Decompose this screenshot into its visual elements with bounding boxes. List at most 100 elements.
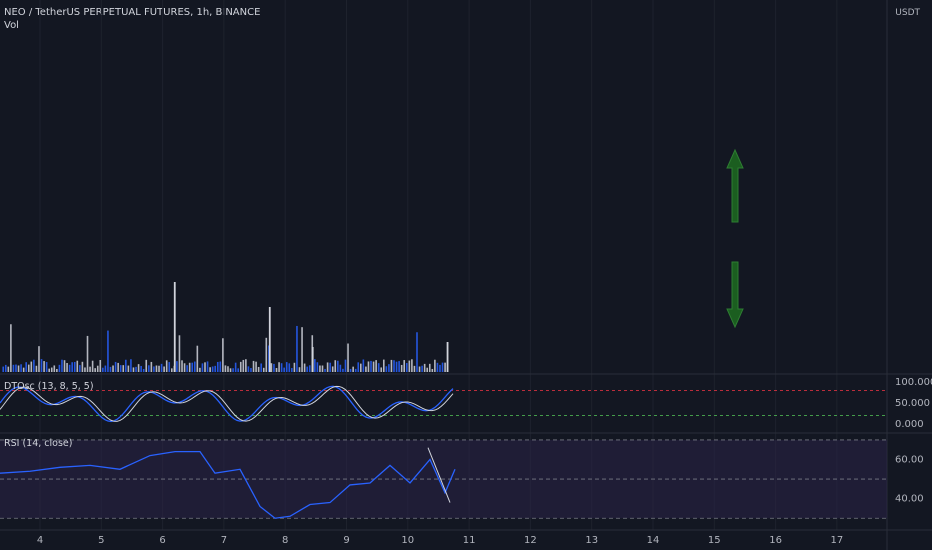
- volume-bar: [291, 368, 293, 372]
- volume-bar: [109, 366, 112, 372]
- volume-bar: [199, 367, 201, 372]
- volume-bar: [112, 365, 114, 372]
- volume-bar: [337, 360, 339, 372]
- volume-bar: [30, 361, 33, 372]
- volume-bar: [222, 338, 224, 372]
- volume-bar: [260, 363, 262, 372]
- volume-bar: [86, 335, 89, 372]
- time-tick: 16: [769, 535, 782, 546]
- volume-bar: [349, 368, 352, 372]
- volume-spike: [311, 347, 314, 372]
- volume-bar: [89, 366, 91, 372]
- volume-bar: [239, 361, 242, 372]
- volume-bar: [183, 363, 186, 372]
- volume-bar: [245, 359, 247, 372]
- dtosc-tick: 100.000: [895, 377, 932, 388]
- volume-bar: [385, 366, 388, 372]
- currency-label: USDT: [895, 8, 920, 18]
- volume-bar: [382, 359, 385, 372]
- time-tick: 15: [708, 535, 721, 546]
- volume-bar: [27, 364, 30, 372]
- volume-bar: [280, 363, 283, 372]
- volume-bar: [224, 365, 227, 372]
- time-tick: 17: [831, 535, 844, 546]
- time-tick: 12: [524, 535, 537, 546]
- time-tick: 10: [401, 535, 414, 546]
- volume-bar: [298, 367, 301, 372]
- volume-bar: [163, 366, 165, 372]
- volume-bar: [211, 366, 214, 372]
- volume-bar: [234, 362, 237, 372]
- volume-bar: [53, 365, 56, 372]
- volume-bar: [314, 359, 316, 372]
- volume-bar: [25, 362, 28, 372]
- volume-label: Vol: [4, 20, 19, 31]
- volume-bar: [168, 362, 171, 372]
- volume-bar: [334, 360, 337, 372]
- volume-bar: [252, 360, 255, 372]
- volume-bar: [99, 359, 102, 372]
- volume-bar: [227, 366, 229, 372]
- green-up-arrow: [726, 148, 744, 223]
- volume-bar: [119, 365, 122, 372]
- volume-bar: [413, 365, 416, 372]
- time-tick: 4: [37, 535, 43, 546]
- volume-bar: [288, 363, 291, 372]
- volume-bar: [242, 359, 245, 372]
- volume-bar: [114, 361, 117, 372]
- rsi-tick: 60.00: [895, 454, 924, 465]
- volume-bar: [181, 360, 183, 372]
- volume-bar: [20, 364, 22, 372]
- volume-bar: [232, 368, 234, 372]
- volume-bar: [107, 330, 109, 372]
- volume-bar: [367, 361, 370, 372]
- volume-bar: [306, 366, 308, 372]
- volume-bar: [408, 360, 411, 372]
- volume-bar: [206, 361, 209, 372]
- volume-bar: [403, 360, 406, 372]
- rsi-line: [0, 451, 456, 519]
- volume-bar: [308, 365, 311, 372]
- volume-bar: [135, 366, 137, 372]
- volume-bar: [434, 359, 436, 372]
- volume-bar: [148, 365, 150, 372]
- volume-bar: [2, 366, 5, 372]
- volume-bar: [278, 362, 280, 372]
- volume-bar: [153, 366, 155, 372]
- time-tick: 8: [282, 535, 288, 546]
- volume-bar: [94, 368, 96, 372]
- volume-bar: [375, 360, 377, 372]
- volume-bar: [58, 364, 61, 372]
- volume-bar: [104, 365, 107, 372]
- volume-bar: [142, 368, 145, 372]
- volume-bar: [10, 324, 12, 372]
- volume-bar: [15, 364, 17, 372]
- volume-bar: [219, 361, 222, 372]
- volume-bar: [416, 332, 418, 372]
- volume-bar: [68, 364, 71, 372]
- time-tick: 11: [463, 535, 476, 546]
- time-tick: 9: [343, 535, 349, 546]
- volume-bar: [360, 363, 362, 372]
- volume-bar: [178, 335, 181, 372]
- volume-bar: [38, 346, 40, 372]
- volume-bar: [127, 365, 130, 372]
- rsi-trendline: [427, 447, 451, 503]
- volume-bar: [421, 365, 423, 372]
- volume-spike: [268, 307, 271, 372]
- rsi-pane: RSI (14, close) 60.00 40.00: [0, 438, 924, 519]
- time-axis: 4 5 6 7 8 9 10 11 12 13 14 15 16 17: [37, 535, 843, 546]
- chart-title: NEO / TetherUS PERPETUAL FUTURES, 1h, BI…: [4, 7, 261, 18]
- volume-bar: [191, 362, 194, 372]
- volume-bar: [216, 361, 219, 372]
- volume-bar: [40, 359, 43, 372]
- volume-bar: [22, 367, 25, 372]
- volume-bar: [270, 363, 273, 372]
- time-tick: 5: [98, 535, 104, 546]
- volume-bar: [303, 363, 306, 372]
- dtosc-slow-line: [0, 385, 454, 422]
- volume-bar: [186, 365, 188, 372]
- time-tick: 6: [159, 535, 165, 546]
- volume-bar: [63, 360, 66, 372]
